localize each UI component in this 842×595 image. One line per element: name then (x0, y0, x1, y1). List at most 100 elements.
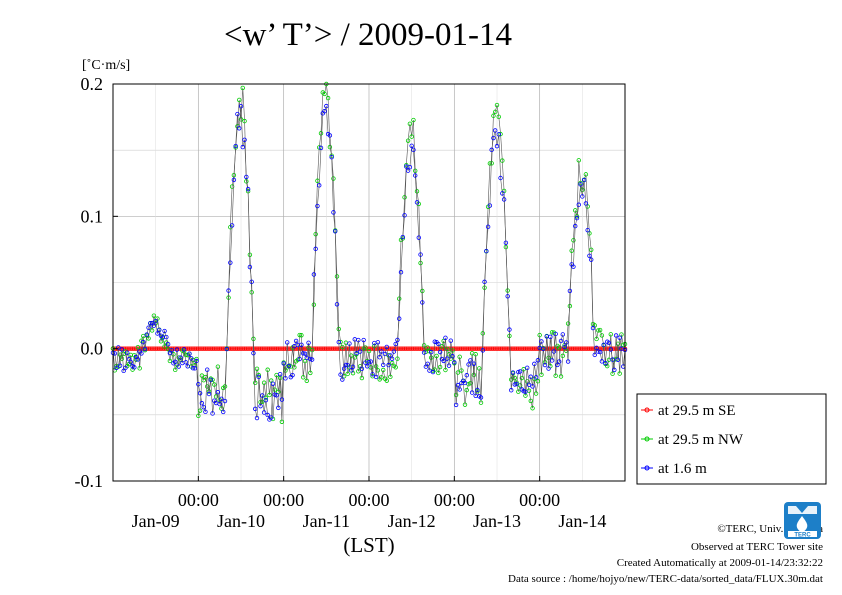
data-point (413, 173, 418, 178)
x-tick-day-label: Jan-14 (558, 511, 606, 531)
data-point (528, 398, 533, 404)
data-point (494, 102, 500, 108)
logo-text: TERC (794, 533, 811, 539)
data-point (237, 97, 242, 103)
data-point (222, 384, 228, 389)
data-point (507, 327, 512, 332)
data-point (329, 155, 334, 160)
legend-label: at 1.6 m (658, 461, 707, 477)
data-point (192, 366, 197, 371)
data-point (528, 374, 533, 379)
data-point (299, 333, 304, 338)
data-point (176, 364, 181, 369)
data-point (324, 103, 329, 109)
data-point (384, 344, 389, 350)
data-point (240, 85, 245, 91)
data-point (189, 356, 194, 361)
data-point (377, 355, 382, 360)
data-point (462, 402, 468, 407)
data-point (345, 363, 350, 368)
data-point (356, 369, 361, 374)
data-point (292, 365, 297, 370)
data-point (532, 361, 537, 367)
data-point (251, 350, 256, 356)
data-point (437, 364, 443, 370)
data-point (420, 288, 425, 294)
data-point (573, 223, 578, 229)
data-point (244, 174, 249, 180)
data-point (469, 390, 475, 395)
data-point (308, 370, 313, 376)
data-point (599, 359, 605, 364)
data-point (580, 194, 585, 199)
data-point (354, 351, 359, 356)
data-point (135, 344, 141, 350)
data-point (322, 91, 327, 97)
data-point (594, 336, 599, 342)
data-point (558, 374, 564, 379)
data-point (155, 331, 160, 336)
data-point (441, 358, 446, 364)
data-point (293, 338, 299, 344)
data-point (373, 374, 379, 380)
data-point (270, 381, 276, 387)
data-point (375, 368, 381, 373)
data-point (242, 137, 247, 142)
data-point (571, 238, 576, 243)
data-point (608, 332, 613, 337)
data-point (617, 335, 622, 340)
data-point (384, 378, 389, 383)
data-point (437, 349, 443, 355)
data-point (500, 158, 505, 163)
data-point (228, 260, 233, 265)
data-point (205, 384, 210, 389)
data-point (509, 388, 514, 393)
data-point (503, 240, 509, 246)
data-point (407, 121, 413, 127)
data-point (455, 370, 461, 375)
data-point (226, 288, 231, 293)
data-point (215, 364, 221, 369)
data-point (119, 347, 125, 352)
data-point (258, 403, 263, 409)
data-point (194, 356, 199, 362)
data-point (475, 387, 480, 393)
data-point (178, 355, 183, 360)
data-point (219, 406, 224, 411)
data-point (340, 344, 345, 350)
data-point (333, 229, 338, 234)
data-point (562, 344, 567, 350)
data-point (548, 334, 553, 340)
grid (113, 83, 625, 482)
data-point (253, 380, 258, 386)
data-point (549, 358, 555, 363)
x-tick-time-label: 00:00 (178, 490, 219, 510)
legend-label: at 29.5 m SE (658, 403, 736, 419)
data-point (309, 357, 315, 362)
data-point (285, 340, 290, 345)
data-point (517, 369, 523, 374)
data-point (418, 252, 423, 257)
data-point (590, 325, 596, 331)
data-point (464, 387, 469, 393)
data-point (277, 371, 283, 377)
data-point (381, 367, 386, 373)
data-point (530, 406, 535, 411)
data-point (388, 374, 393, 380)
data-point (311, 272, 317, 277)
data-point (453, 392, 459, 398)
data-point (535, 379, 541, 384)
x-tick-day-label: Jan-13 (473, 511, 521, 531)
data-point (338, 372, 343, 377)
data-point (587, 253, 592, 259)
data-point (327, 133, 333, 138)
data-point (276, 405, 281, 411)
data-point (205, 367, 210, 372)
data-point (397, 296, 402, 301)
data-point (238, 117, 244, 122)
data-point (251, 336, 256, 342)
data-point (443, 335, 448, 340)
data-point (245, 186, 251, 192)
x-tick-day-label: Jan-12 (388, 511, 436, 531)
data-point (366, 348, 372, 354)
